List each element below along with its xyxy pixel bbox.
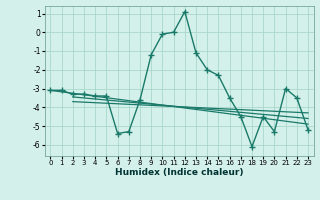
X-axis label: Humidex (Indice chaleur): Humidex (Indice chaleur) [115, 168, 244, 177]
